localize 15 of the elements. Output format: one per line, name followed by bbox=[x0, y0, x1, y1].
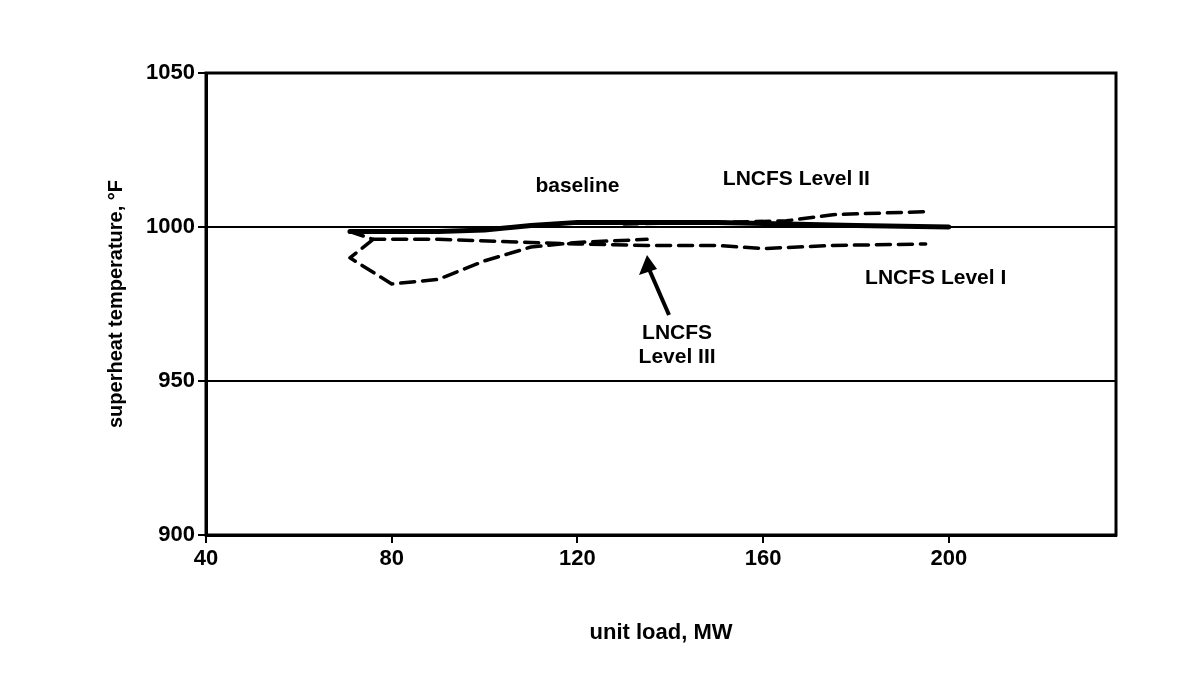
x-tick-label: 160 bbox=[744, 545, 782, 571]
x-tick-label: 40 bbox=[193, 545, 219, 571]
x-tick-label: 120 bbox=[559, 545, 596, 571]
series-label: baseline bbox=[535, 173, 620, 197]
x-tick-label: 80 bbox=[379, 545, 404, 571]
x-tick-label: 200 bbox=[930, 545, 968, 571]
series-label: LNCFS Level II bbox=[722, 165, 870, 189]
y-tick-label: 1050 bbox=[146, 59, 195, 85]
y-tick-label: 1000 bbox=[146, 213, 195, 239]
y-tick-label: 900 bbox=[158, 521, 195, 547]
x-axis-title: unit load, MW bbox=[589, 618, 733, 644]
annotation: LNCFS Level III bbox=[638, 320, 716, 368]
y-tick-label: 950 bbox=[158, 367, 195, 393]
y-axis-title: superheat temperature, °F bbox=[103, 179, 126, 429]
series-label: LNCFS Level I bbox=[865, 264, 1007, 288]
